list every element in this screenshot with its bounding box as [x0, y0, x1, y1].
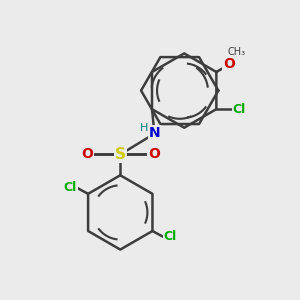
Text: O: O	[81, 148, 93, 161]
Text: O: O	[148, 148, 160, 161]
Text: Cl: Cl	[232, 103, 246, 116]
Text: O: O	[223, 57, 235, 71]
Text: H: H	[140, 123, 148, 133]
Text: Cl: Cl	[164, 230, 177, 243]
Text: S: S	[115, 147, 126, 162]
Text: N: N	[148, 126, 160, 140]
Text: CH₃: CH₃	[227, 47, 246, 57]
Text: Cl: Cl	[64, 182, 77, 194]
